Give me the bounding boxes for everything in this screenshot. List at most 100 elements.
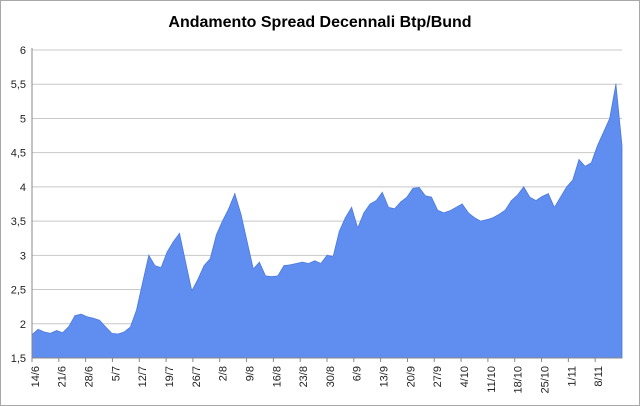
data-point — [320, 262, 322, 265]
data-point — [498, 213, 500, 215]
data-point — [621, 145, 623, 147]
data-point — [430, 196, 433, 198]
data-point — [86, 316, 88, 318]
data-point — [394, 208, 396, 210]
x-tick-label: 13/9 — [379, 366, 391, 387]
y-tick-label: 6 — [20, 45, 26, 57]
data-point — [234, 193, 236, 195]
data-point — [449, 210, 451, 212]
data-point — [603, 131, 605, 133]
data-point — [209, 258, 211, 260]
data-point — [566, 186, 568, 188]
data-point — [424, 195, 426, 197]
x-tick-label: 2/8 — [218, 366, 230, 381]
x-tick-label: 14/6 — [30, 366, 42, 387]
data-point — [473, 217, 476, 219]
data-point — [412, 187, 414, 189]
data-point — [289, 264, 291, 266]
x-tick-label: 1/11 — [566, 366, 578, 387]
data-point — [461, 203, 463, 205]
data-point — [308, 262, 310, 265]
x-tick-label: 11/10 — [486, 366, 498, 393]
data-point — [504, 209, 506, 211]
data-point — [215, 234, 217, 236]
data-point — [437, 209, 439, 211]
data-point — [135, 309, 138, 311]
data-point — [516, 194, 519, 196]
y-tick-label: 3,5 — [11, 216, 26, 228]
data-point — [596, 145, 599, 147]
x-tick-label: 18/10 — [513, 366, 525, 394]
data-point — [332, 256, 334, 258]
data-point — [406, 196, 408, 198]
data-point — [295, 262, 297, 265]
y-tick-label: 5 — [20, 113, 26, 125]
data-point — [363, 212, 365, 214]
data-point — [480, 220, 482, 222]
data-point — [172, 241, 174, 243]
data-point — [148, 254, 150, 256]
data-point — [197, 278, 199, 280]
data-point — [369, 203, 371, 205]
x-tick-label: 30/8 — [325, 366, 337, 387]
y-tick-label: 3 — [20, 250, 26, 262]
data-point — [615, 83, 617, 85]
data-point — [166, 251, 168, 253]
data-point — [117, 333, 119, 335]
data-point — [203, 265, 205, 267]
data-point — [314, 260, 316, 262]
data-point — [486, 219, 488, 221]
y-tick-label: 4,5 — [11, 148, 26, 160]
data-point — [381, 191, 383, 193]
data-point — [584, 165, 586, 167]
data-point — [455, 206, 457, 208]
data-point — [185, 261, 187, 263]
data-point — [74, 315, 76, 317]
data-point — [111, 332, 113, 334]
data-point — [154, 265, 156, 267]
data-point — [221, 220, 224, 222]
data-point — [252, 268, 254, 270]
data-point — [578, 158, 580, 161]
series-area — [31, 84, 623, 359]
data-point — [535, 200, 537, 202]
data-point — [529, 196, 531, 198]
data-point — [400, 201, 402, 203]
chart-title: Andamento Spread Decennali Btp/Bund — [168, 14, 472, 31]
data-point — [559, 196, 562, 198]
data-point — [357, 227, 359, 229]
data-point — [467, 212, 469, 214]
data-point — [129, 326, 131, 328]
data-point — [609, 117, 611, 119]
y-tick-label: 2 — [20, 319, 26, 331]
data-point — [541, 195, 543, 198]
data-point — [99, 319, 101, 321]
x-tick-label: 25/10 — [539, 366, 551, 394]
x-tick-label: 6/9 — [352, 366, 364, 381]
data-point — [301, 261, 303, 263]
data-point — [387, 206, 390, 208]
y-tick-label: 1,5 — [11, 353, 26, 365]
x-tick-label: 5/7 — [110, 366, 122, 381]
data-point — [553, 206, 556, 208]
x-tick-label: 27/9 — [432, 366, 444, 387]
data-point — [510, 200, 512, 202]
y-tick-label: 4 — [20, 182, 26, 194]
data-point — [240, 213, 242, 215]
data-point — [178, 232, 181, 234]
data-point — [572, 179, 574, 181]
x-tick-label: 12/7 — [137, 366, 149, 387]
data-point — [418, 187, 420, 189]
data-point — [142, 282, 144, 284]
x-tick-label: 20/9 — [405, 366, 417, 387]
x-tick-label: 9/8 — [244, 366, 256, 381]
data-point — [283, 265, 285, 267]
x-tick-label: 4/10 — [459, 366, 471, 387]
x-tick-label: 26/7 — [191, 366, 203, 387]
data-point — [80, 313, 82, 315]
data-point — [43, 331, 45, 333]
data-point — [160, 267, 162, 269]
x-tick-label: 16/8 — [271, 366, 283, 387]
x-tick-label: 21/6 — [57, 366, 69, 387]
y-tick-label: 5,5 — [11, 79, 26, 91]
